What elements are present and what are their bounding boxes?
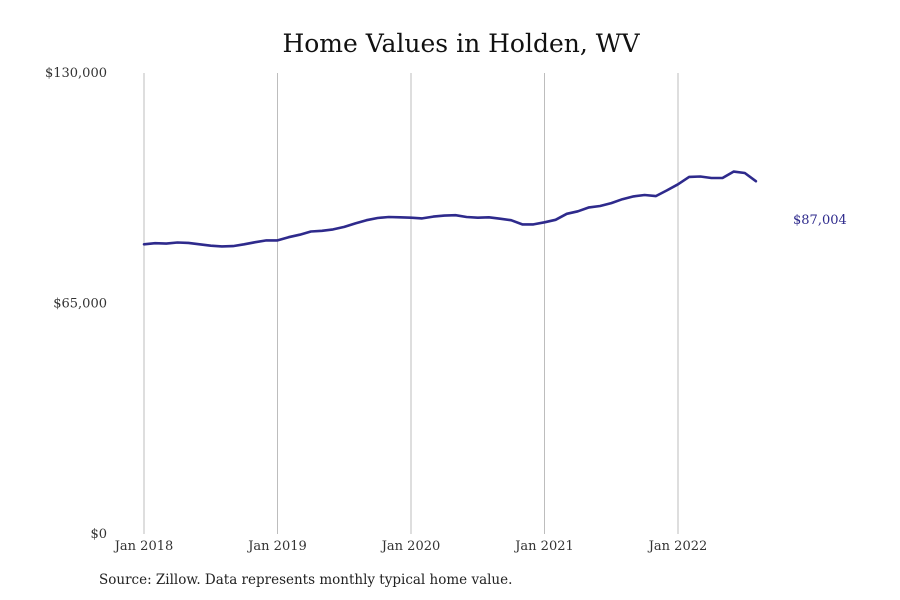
y-tick-label-1: $65,000: [53, 297, 107, 312]
x-tick-label-2: Jan 2020: [380, 539, 441, 554]
x-tick-label-1: Jan 2019: [246, 539, 307, 554]
chart-title: Home Values in Holden, WV: [282, 29, 640, 58]
vertical-gridlines: [143, 73, 679, 534]
end-value-label: $87,004: [793, 213, 847, 228]
series-line-0: [142, 170, 758, 248]
y-axis-tick-labels: $0 $65,000 $130,000: [45, 66, 107, 542]
x-tick-label-0: Jan 2018: [113, 539, 174, 554]
series-group: [142, 170, 758, 248]
y-tick-label-2: $130,000: [45, 66, 107, 81]
source-note: Source: Zillow. Data represents monthly …: [99, 572, 513, 588]
x-tick-label-4: Jan 2022: [647, 539, 708, 554]
x-tick-label-3: Jan 2021: [513, 539, 574, 554]
x-axis-tick-labels: Jan 2018 Jan 2019 Jan 2020 Jan 2021 Jan 2022: [113, 539, 708, 554]
y-tick-label-0: $0: [90, 527, 107, 542]
